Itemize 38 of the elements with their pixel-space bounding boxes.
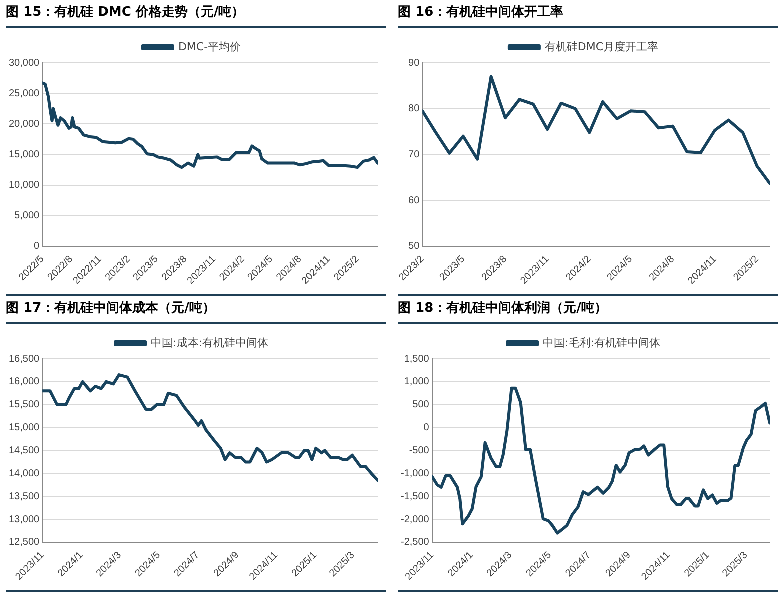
y-tick-label: 15,500 xyxy=(8,400,40,411)
y-tick-label: -2,000 xyxy=(400,514,430,526)
y-tick-label: 12,500 xyxy=(8,537,40,548)
y-tick-label: 50 xyxy=(408,241,420,252)
y-tick-label: 5,000 xyxy=(14,210,40,222)
chart-title: 图 18：有机硅中间体利润（元/吨） xyxy=(398,296,778,324)
legend-label: DMC-平均价 xyxy=(178,40,242,54)
y-tick-label: 70 xyxy=(408,149,420,160)
y-tick-label: 1,500 xyxy=(404,354,430,365)
y-tick-label: 20,000 xyxy=(8,118,40,130)
y-tick-label: 13,000 xyxy=(8,514,40,526)
y-tick-label: 10,000 xyxy=(8,180,40,192)
y-tick-label: 500 xyxy=(412,400,430,411)
y-tick-label: 0 xyxy=(34,241,40,252)
y-tick-label: 14,500 xyxy=(8,445,40,456)
y-tick-label: 1,000 xyxy=(404,376,430,388)
y-tick-label: -2,500 xyxy=(400,537,430,548)
chart-title: 图 15：有机硅 DMC 价格走势（元/吨） xyxy=(6,0,386,28)
chart-title: 图 17：有机硅中间体成本（元/吨） xyxy=(6,296,386,324)
y-tick-label: 0 xyxy=(424,422,430,434)
y-tick-label: 15,000 xyxy=(8,149,40,160)
y-tick-label: -500 xyxy=(409,445,430,456)
y-tick-label: 30,000 xyxy=(8,58,40,69)
y-tick-label: 60 xyxy=(408,195,420,206)
legend-label: 有机硅DMC月度开工率 xyxy=(544,40,659,54)
y-tick-label: 90 xyxy=(408,58,420,69)
y-tick-label: 25,000 xyxy=(8,88,40,100)
legend-label: 中国:成本:有机硅中间体 xyxy=(151,336,268,350)
chart-title: 图 16：有机硅中间体开工率 xyxy=(398,0,778,28)
y-tick-label: 16,000 xyxy=(8,376,40,388)
y-tick-label: 80 xyxy=(408,104,420,115)
y-tick-label: 14,000 xyxy=(8,468,40,480)
y-tick-label: 16,500 xyxy=(8,354,40,365)
y-tick-label: -1,500 xyxy=(400,491,430,502)
y-tick-label: 13,500 xyxy=(8,491,40,502)
legend-label: 中国:毛利:有机硅中间体 xyxy=(543,336,660,350)
y-tick-label: -1,000 xyxy=(400,468,430,480)
y-tick-label: 15,000 xyxy=(8,422,40,434)
